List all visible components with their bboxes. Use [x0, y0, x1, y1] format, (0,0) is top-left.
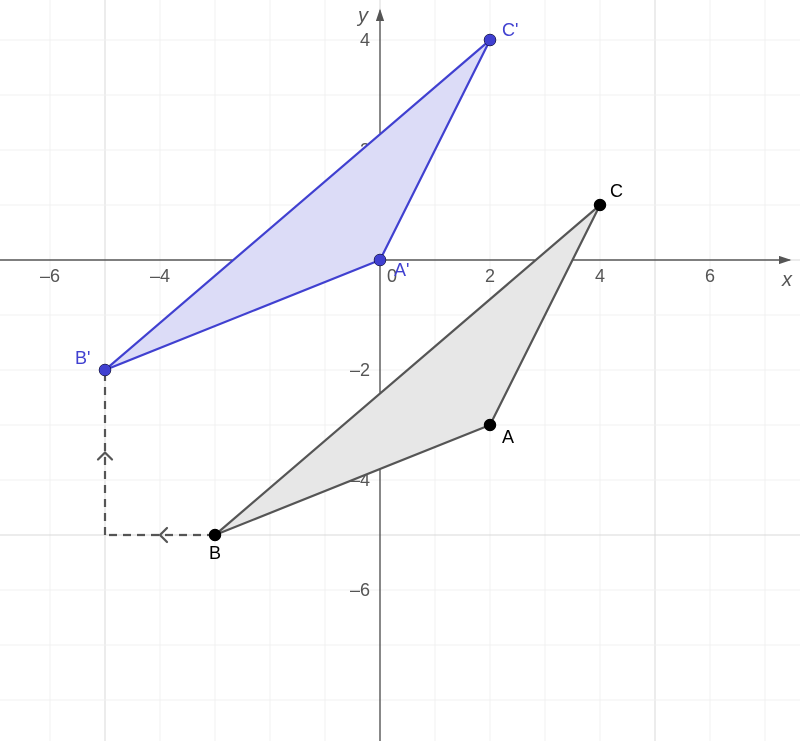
- triangle-image-label: A': [394, 260, 409, 280]
- axes: xy–6–4–20246–6–4–224: [0, 5, 793, 741]
- triangle-original-label: A: [502, 427, 514, 447]
- triangle-original-label: C: [610, 181, 623, 201]
- y-tick-label: 4: [360, 30, 370, 50]
- triangle-original-point: [594, 199, 606, 211]
- x-tick-label: 4: [595, 266, 605, 286]
- triangle-image: A' B' C': [75, 20, 518, 376]
- triangle-original-point: [209, 529, 221, 541]
- x-tick-label: 6: [705, 266, 715, 286]
- triangle-image-label: C': [502, 20, 518, 40]
- triangle-original-label: B: [209, 543, 221, 563]
- y-axis-label: y: [356, 5, 369, 27]
- triangle-image-point: [374, 254, 386, 266]
- triangle-original-point: [484, 419, 496, 431]
- x-tick-label: –4: [150, 266, 170, 286]
- translation-path: [98, 370, 215, 542]
- x-axis-label: x: [781, 269, 793, 291]
- triangle-image-point: [99, 364, 111, 376]
- x-tick-label: 2: [485, 266, 495, 286]
- triangle-image-point: [484, 34, 496, 46]
- y-tick-label: –6: [350, 580, 370, 600]
- y-tick-label: –2: [350, 360, 370, 380]
- coordinate-plane: xy–6–4–20246–6–4–224ABCA'B'C': [0, 0, 800, 741]
- triangle-image-label: B': [75, 348, 90, 368]
- grid: [0, 0, 800, 741]
- x-tick-label: –6: [40, 266, 60, 286]
